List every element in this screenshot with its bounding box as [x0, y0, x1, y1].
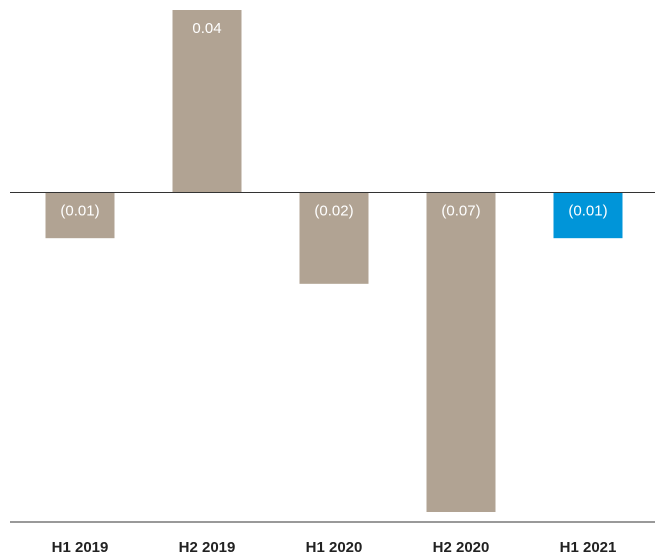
x-tick-label: H1 2020: [306, 539, 363, 556]
x-tick-label: H2 2019: [179, 539, 236, 556]
x-tick-label: H2 2020: [433, 539, 490, 556]
x-tick-label: H1 2019: [52, 539, 109, 556]
value-label: 0.04: [192, 20, 221, 37]
bar: [45, 192, 115, 239]
x-tick-label: H1 2021: [560, 539, 617, 556]
value-label: (0.07): [441, 203, 480, 220]
bar: [299, 192, 369, 284]
value-label: (0.01): [60, 203, 99, 220]
value-label: (0.01): [568, 203, 607, 220]
bar: [553, 192, 623, 239]
bar: [172, 10, 242, 193]
bar: [426, 192, 496, 512]
value-label: (0.02): [314, 203, 353, 220]
